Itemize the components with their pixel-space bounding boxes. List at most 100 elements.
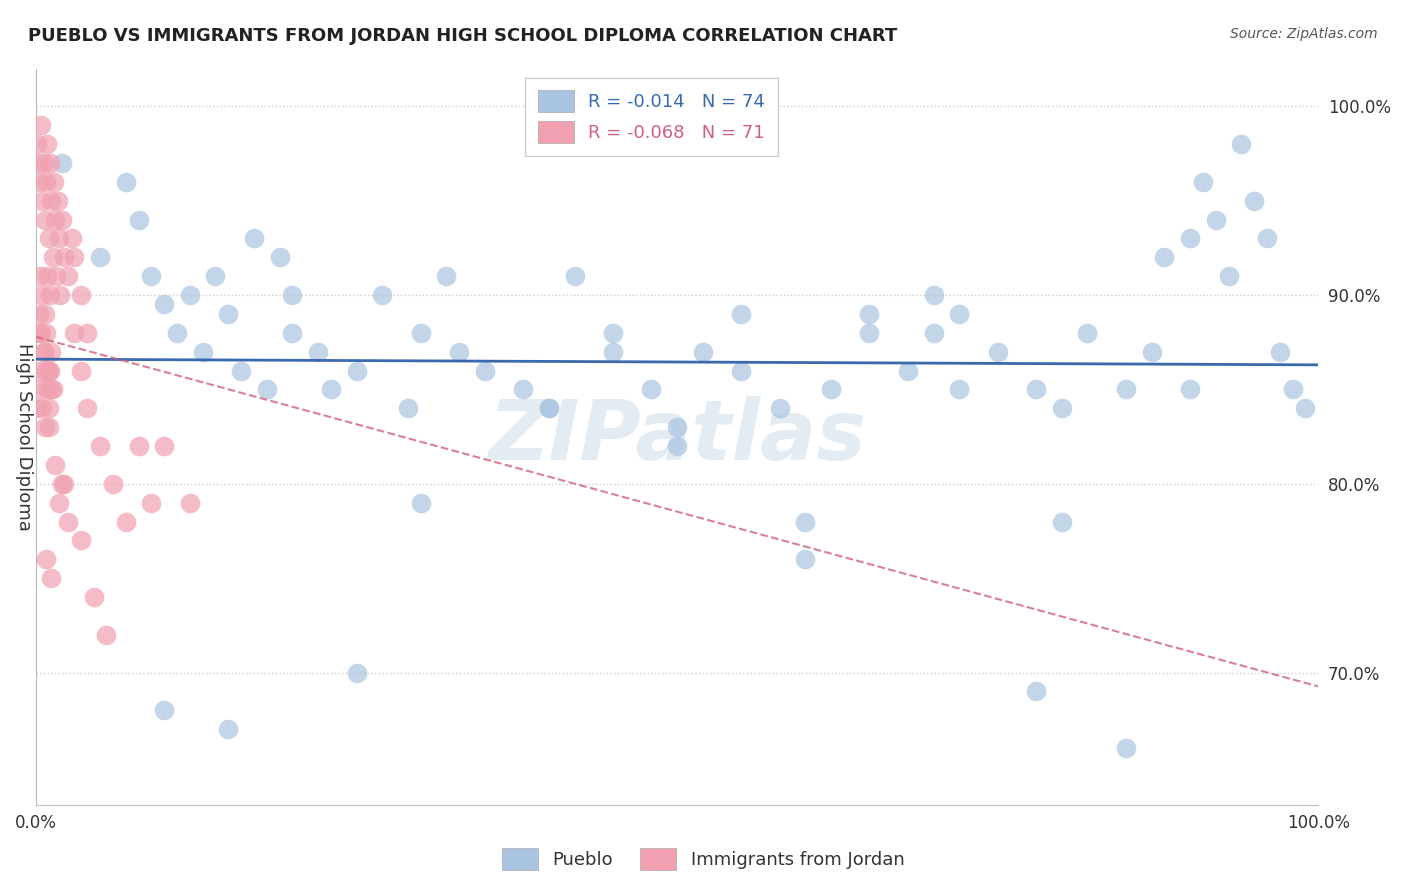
Point [39,363,62,377]
Point [1268,344,1291,359]
Point [1115,741,1137,756]
Point [63,250,86,264]
Point [1025,383,1047,397]
Point [28,175,51,189]
Point [30,383,52,397]
Point [346,665,368,680]
Point [34,420,56,434]
Point [101,476,124,491]
Point [434,269,457,284]
Point [948,383,970,397]
Point [166,326,188,340]
Point [1050,515,1073,529]
Point [30,118,52,132]
Point [319,383,342,397]
Point [217,722,239,736]
Point [41,571,63,585]
Point [28,269,51,284]
Point [41,383,63,397]
Point [858,307,880,321]
Point [666,439,689,453]
Point [1025,684,1047,698]
Point [41,194,63,208]
Text: PUEBLO VS IMMIGRANTS FROM JORDAN HIGH SCHOOL DIPLOMA CORRELATION CHART: PUEBLO VS IMMIGRANTS FROM JORDAN HIGH SC… [28,27,897,45]
Point [48,496,70,510]
Point [987,344,1010,359]
Point [794,552,817,566]
Point [32,156,55,170]
Point [1230,136,1253,151]
Point [69,288,91,302]
Point [281,288,304,302]
Point [512,383,534,397]
Text: ZIPatlas: ZIPatlas [488,396,866,477]
Point [76,326,98,340]
Point [37,136,59,151]
Point [114,175,136,189]
Point [32,344,55,359]
Point [76,401,98,416]
Point [897,363,920,377]
Point [46,194,69,208]
Point [730,363,752,377]
Point [179,496,201,510]
Point [692,344,714,359]
Point [114,515,136,529]
Point [34,307,56,321]
Point [449,344,471,359]
Point [41,344,63,359]
Point [51,476,73,491]
Point [56,515,79,529]
Point [474,363,496,377]
Point [39,156,62,170]
Text: Source: ZipAtlas.com: Source: ZipAtlas.com [1230,27,1378,41]
Point [1050,401,1073,416]
Point [60,231,83,245]
Point [371,288,394,302]
Point [948,307,970,321]
Point [49,288,72,302]
Point [53,476,76,491]
Point [281,326,304,340]
Point [141,269,163,284]
Point [640,383,662,397]
Point [1192,175,1215,189]
Point [1205,212,1227,227]
Point [34,212,56,227]
Point [666,420,689,434]
Point [51,156,73,170]
Point [564,269,586,284]
Point [794,515,817,529]
Point [204,269,226,284]
Point [1178,231,1201,245]
Point [32,344,55,359]
Point [537,401,560,416]
Point [858,326,880,340]
Point [922,326,945,340]
Point [1294,401,1316,416]
Point [730,307,752,321]
Point [38,420,60,434]
Point [1153,250,1175,264]
Point [1178,383,1201,397]
Point [191,344,214,359]
Legend: Pueblo, Immigrants from Jordan: Pueblo, Immigrants from Jordan [489,836,917,883]
Y-axis label: High School Diploma: High School Diploma [15,343,34,531]
Point [820,383,842,397]
Point [89,439,111,453]
Point [39,288,62,302]
Point [256,383,278,397]
Point [25,401,48,416]
Point [35,326,58,340]
Point [35,175,58,189]
Point [69,533,91,548]
Point [41,383,63,397]
Point [28,363,51,377]
Point [922,288,945,302]
Point [37,383,59,397]
Point [63,326,86,340]
Point [409,326,432,340]
Point [1281,383,1303,397]
Point [1115,383,1137,397]
Point [56,269,79,284]
